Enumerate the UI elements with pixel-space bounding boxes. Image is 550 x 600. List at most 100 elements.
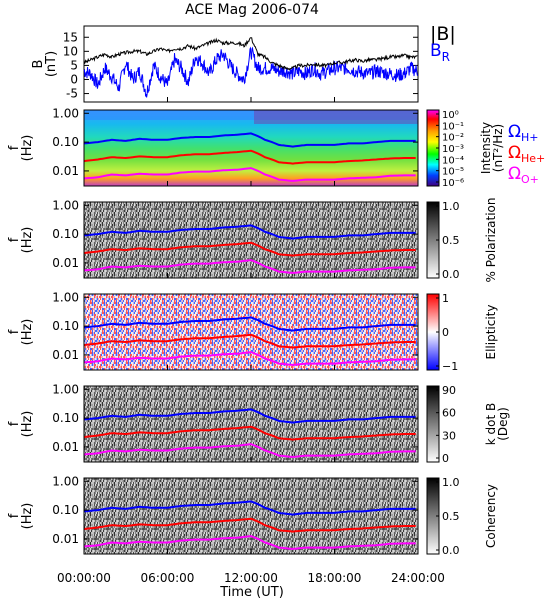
freq-tick-label: 1.00: [52, 106, 79, 120]
freq-tick-label: 1.00: [52, 290, 79, 304]
colorbar-unit: (nT²/Hz): [491, 124, 505, 172]
freq-axis-unit: (Hz): [20, 411, 35, 438]
freq-tick-label: 0.10: [52, 227, 79, 241]
legend-BR-sub: R: [442, 50, 450, 64]
spectrogram-panel-ellipticity: 1.00 0.10 0.01 f(Hz) 1 0 −1 Ellipticity: [7, 290, 498, 373]
gyro-line-O: [83, 535, 416, 550]
colorbar-unit: (Deg): [496, 407, 510, 441]
gyro-line-O: [83, 443, 416, 458]
gyro-line-O: [83, 351, 416, 366]
gyro-line-H: [83, 500, 416, 516]
colorbar-tick-label: 1.0: [442, 200, 460, 213]
time-tick-label: 00:00:00: [57, 571, 111, 585]
legend-omega-O: ΩO+: [508, 164, 539, 186]
b-ytick-label: -5: [66, 87, 78, 101]
legend-omega-O-sym: Ω: [508, 164, 521, 184]
spectrogram-panels: 1.000.100.01f(Hz)10⁰10⁻¹10⁻²10⁻³10⁻⁴10⁻⁵…: [7, 106, 510, 557]
b-ytick-label: 5: [70, 58, 78, 72]
freq-axis-label: f: [7, 513, 22, 518]
freq-axis-unit: (Hz): [20, 135, 35, 162]
colorbar-tick-label: 10⁻⁴: [442, 155, 464, 166]
freq-tick-label: 0.01: [52, 256, 79, 270]
colorbar-tick-label: 10⁰: [442, 110, 459, 121]
freq-tick-label: 0.01: [52, 532, 79, 546]
colorbar-title: Ellipticity: [484, 305, 498, 360]
colorbar-tick-label: 10⁻²: [442, 133, 464, 144]
gyro-line-H: [83, 316, 416, 332]
freq-tick-label: 0.10: [52, 135, 79, 149]
b-magnitude-line: [83, 37, 418, 71]
colorbar-tick-label: 1.0: [442, 476, 460, 489]
colorbar-tick-label: 90: [442, 384, 456, 397]
colorbar-tick-label: 60: [442, 407, 456, 420]
legend-magnitude-B: |B|: [430, 23, 456, 45]
b-series-group: [83, 37, 418, 98]
intensity-high-band: [84, 110, 418, 120]
colorbar-tick-label: 10⁻⁵: [442, 167, 464, 178]
colorbar-tick-label: 0: [442, 326, 449, 339]
gyro-line-He: [83, 241, 416, 257]
b-ytick-label: 10: [63, 44, 78, 58]
freq-tick-label: 0.01: [52, 348, 79, 362]
colorbar-tick-label: 30: [442, 429, 456, 442]
freq-axis-unit: (Hz): [20, 227, 35, 254]
colorbar-tick-label: 0.5: [442, 510, 460, 523]
colorbar-tick-label: −1: [442, 360, 458, 373]
colorbar-tick-label: 0.0: [442, 268, 460, 281]
colorbar-tick-label: 0.5: [442, 234, 460, 247]
freq-tick-label: 0.10: [52, 503, 79, 517]
freq-tick-label: 1.00: [52, 474, 79, 488]
colorbar-tick-label: 10⁻³: [442, 144, 464, 155]
time-tick-label: 12:00:00: [224, 571, 278, 585]
legend-omega-H-sym: Ω: [508, 122, 521, 142]
freq-tick-label: 0.10: [52, 319, 79, 333]
freq-axis-label: f: [7, 329, 22, 334]
legend-omega-O-sub: O+: [521, 173, 539, 186]
colorbar-title: Intensity: [479, 122, 493, 174]
freq-axis-unit: (Hz): [20, 319, 35, 346]
legend-omega-He-sym: Ω: [508, 143, 521, 163]
gyro-line-H: [83, 132, 416, 148]
gyro-legend: ΩH+ ΩHe+ ΩO+: [508, 122, 545, 186]
freq-axis-label: f: [7, 237, 22, 242]
time-tick-label: 18:00:00: [308, 571, 362, 585]
colorbar-tick-label: 10⁻⁶: [442, 178, 464, 189]
b-radial-line: [83, 46, 418, 98]
gyro-line-O: [83, 259, 416, 274]
colorbar-tick-label: 0: [442, 452, 449, 465]
gyro-line-H: [83, 224, 416, 240]
chart-title: ACE Mag 2006-074: [185, 2, 319, 18]
b-unit-label: (nT): [44, 51, 59, 77]
freq-axis-label: f: [7, 421, 22, 426]
freq-tick-label: 0.01: [52, 164, 79, 178]
gyro-line-He: [83, 425, 416, 441]
spectrogram-panel-intensity: 1.00 0.10 0.01 f(Hz) 10⁰10⁻¹10⁻²10⁻³10⁻⁴10⁻⁵…: [7, 106, 505, 189]
gyro-line-He: [83, 149, 416, 165]
b-ytick-label: 0: [70, 72, 78, 86]
gyro-line-He: [83, 517, 416, 533]
freq-tick-label: 1.00: [52, 382, 79, 396]
time-axis-labels: 00:00:00 06:00:00 12:00:00 18:00:00 24:00:00: [57, 571, 445, 585]
legend-omega-He: ΩHe+: [508, 143, 545, 165]
spectrogram-panel-coherency: 1.00 0.10 0.01 f(Hz) 1.0 0.5 0.0 Coherency: [7, 474, 498, 557]
gyro-line-He: [83, 333, 416, 349]
colorbar-title: k dot B: [484, 403, 498, 445]
colorbar-tick-label: 10⁻¹: [442, 121, 464, 132]
colorbar-tick-label: 0.0: [442, 544, 460, 557]
legend-omega-He-sub: He+: [521, 152, 545, 165]
gyro-line-H: [83, 408, 416, 424]
time-tick-label: 06:00:00: [141, 571, 195, 585]
b-ylabel: B: [31, 60, 46, 69]
freq-tick-label: 0.01: [52, 440, 79, 454]
freq-tick-label: 0.10: [52, 411, 79, 425]
colorbar-title: % Polarization: [484, 198, 498, 283]
freq-axis-label: f: [7, 145, 22, 150]
legend-BR-main: B: [430, 41, 442, 61]
spectrogram-panel-polarization: 1.00 0.10 0.01 f(Hz) 1.0 0.5 0.0 % Polarization: [7, 198, 498, 283]
legend-radial-B: BR: [430, 41, 450, 64]
intensity-purple-band: [254, 110, 418, 124]
b-x-axis-ticks: [83, 97, 419, 102]
